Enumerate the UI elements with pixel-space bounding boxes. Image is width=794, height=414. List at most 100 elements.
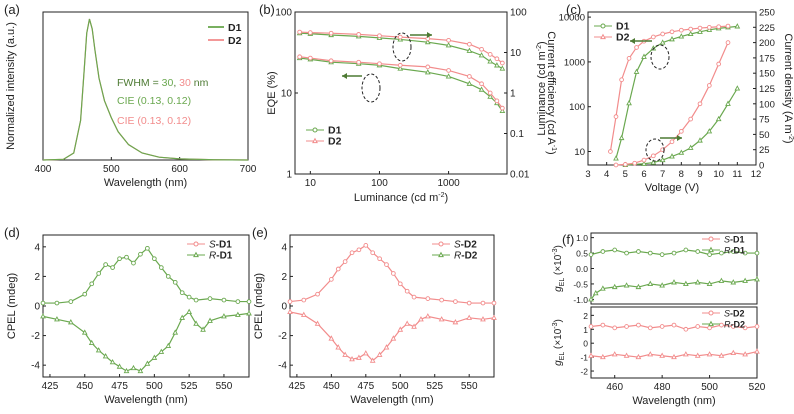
panel-c-D2-point	[634, 45, 639, 50]
panel-b-D1-point	[466, 80, 473, 86]
legend-label: R-D2	[724, 320, 745, 330]
panel-c-D2-point	[688, 26, 694, 32]
panel-b-D2-point	[479, 46, 484, 52]
panel-d-R-D1-point	[102, 353, 109, 359]
panel-e-R-D2-point	[362, 350, 369, 356]
y-tick-label: 2	[583, 311, 588, 321]
panel-d-S-D1-point	[54, 300, 60, 306]
panel-f_bottom-S-D2-point	[647, 325, 653, 331]
legend-italic: R	[454, 251, 461, 262]
y-axis-label: Normalized intensity (a.u.)	[5, 22, 17, 150]
panel-d-S-D1-point	[221, 297, 227, 303]
panel-b-D1-point	[499, 107, 506, 114]
x-axis-label: Voltage (V)	[645, 182, 699, 194]
panel-f_top-R-D1-point	[635, 283, 642, 290]
panel-f_bottom-R-D2-point	[647, 351, 654, 357]
y-tick-label: -2	[278, 331, 287, 342]
y-tick-label: 2	[34, 272, 40, 283]
panel-c-D2-point	[716, 61, 722, 67]
panel-d-S-D1-point	[138, 251, 143, 257]
panel-c-D2-line	[615, 42, 729, 166]
panel-f_top-R-D1-point	[754, 276, 760, 282]
y-tick-label: 10	[574, 147, 585, 158]
y-tick-label: 0	[281, 302, 287, 313]
panel-b-D1-point	[478, 86, 485, 92]
panel-f_bottom-R-D2-point	[635, 353, 642, 360]
x-axis-label: Wavelength (nm)	[104, 394, 187, 406]
panel-e-R-D2-point	[404, 320, 411, 326]
panel-d-R-D1-point	[54, 316, 60, 322]
y-tick-label: 75	[759, 115, 770, 126]
panel-f_top-S-D1-point	[600, 249, 606, 254]
fwhm-d2: 30	[179, 77, 191, 89]
panel-e-R-D2-point	[328, 335, 335, 341]
x-tick-label: 450	[323, 381, 340, 392]
panel-f_bottom-S-D2-point	[671, 322, 677, 328]
x-axis-label: Wavelength (nm)	[350, 394, 433, 406]
y-tick-label: 4	[34, 242, 40, 253]
panel-f_bottom-S-D2-point	[742, 325, 748, 331]
panel-e-S-D2-point	[411, 294, 417, 300]
panel-e-R-D2-point	[452, 319, 459, 325]
panel-c-D1-point	[641, 53, 647, 59]
x-tick-label: 12	[751, 169, 762, 180]
panel-b-D1-point	[424, 69, 431, 75]
panel-d-R-D1-point	[158, 348, 165, 354]
panel-c-arrow-left-head	[630, 38, 635, 44]
panel-b-D2-point	[397, 62, 403, 68]
legend-marker	[708, 310, 714, 316]
panel-b-D2-point	[479, 81, 484, 87]
y-tick-label: 25	[759, 145, 770, 156]
legend-marker	[312, 127, 318, 133]
panel-d-S-D1-point	[103, 262, 108, 267]
panel-c-D1-point	[678, 149, 685, 155]
panel-d-R-D1-point	[81, 329, 88, 335]
panel-c-D1-point	[715, 115, 722, 122]
panel-f_bottom-R-D2-point	[588, 352, 594, 358]
panel-b-D2-point	[356, 59, 362, 65]
legend-label: R-D1	[724, 246, 745, 256]
x-tick-label: 425	[289, 381, 306, 392]
panel-e-S-D2-point	[391, 271, 396, 276]
panel-f_bottom-R-D2-point	[730, 349, 737, 355]
panel-e-S-D2-point	[301, 297, 307, 303]
panel-e-R-D2-point	[300, 311, 307, 317]
panel-d-S-D1-point	[82, 291, 88, 297]
y-tick-label: 0	[583, 339, 588, 349]
panel-b-D1-point	[487, 93, 494, 99]
panel-d-R-D1-point	[40, 313, 46, 319]
panel-c-D1-point	[697, 28, 703, 34]
panel-e-S-D2-point	[377, 256, 382, 262]
panel-f_bottom-S-D2-point	[683, 326, 689, 332]
panel-b-D2-point	[307, 30, 313, 35]
fwhm-sep: ,	[173, 77, 179, 89]
y-label-main: Luminance (cd m	[536, 51, 548, 135]
legend-label: S-D2	[724, 309, 745, 319]
panel-e-S-D2-point	[342, 259, 348, 264]
legend-marker	[708, 236, 714, 242]
y-tick-label: 150	[759, 69, 775, 80]
y-label-sub: EL	[559, 352, 566, 361]
panel-c-D1-point	[659, 39, 666, 45]
panel-b-D1-point	[494, 62, 500, 68]
y2-label-end: )	[782, 140, 794, 144]
panel-f_top-S-D1-point	[624, 250, 629, 256]
panel-c-D1-point	[650, 159, 657, 165]
panel-e-S-D2-line	[289, 244, 494, 304]
legend-rest: -D1	[216, 240, 233, 251]
panel-c-D1-point	[633, 68, 640, 74]
panel-c-D2-point	[622, 162, 628, 167]
legend-label: S-D2	[454, 240, 477, 251]
y-tick-label: 1000	[564, 57, 585, 68]
panel-c-D2-point	[725, 23, 731, 29]
panel-d-S-D1-point	[131, 260, 136, 266]
y2-axis-label: Current density (A m-2)	[782, 33, 794, 143]
panel-c-D2-point	[650, 34, 656, 40]
panel-d-S-D1-point	[207, 296, 213, 301]
y-tick-label: -2	[580, 367, 588, 377]
legend-marker	[438, 251, 444, 258]
panel-c-D2-point	[706, 25, 712, 30]
panel-b-D2-point	[500, 105, 505, 111]
panel-c-D1-point	[618, 134, 625, 141]
panel-f_top-S-D1-point	[683, 247, 689, 253]
